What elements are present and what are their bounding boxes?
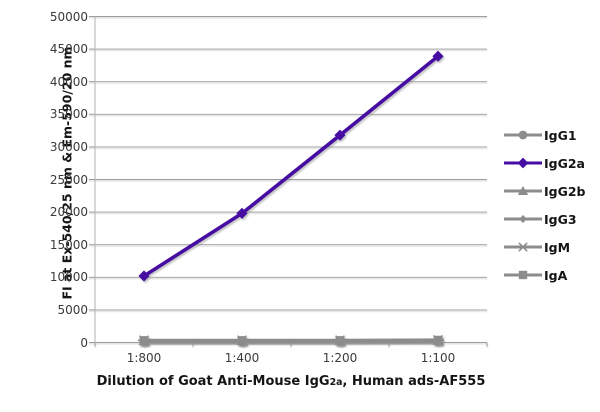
- y-tick-label: 50000: [49, 9, 88, 24]
- asterisk-marker-icon: [504, 242, 542, 252]
- x-tick-label: 1:800: [126, 351, 162, 365]
- legend-item-IgG1: IgG1: [503, 121, 586, 149]
- diamond-marker-icon: [504, 157, 542, 169]
- y-tick-label: 45000: [49, 42, 88, 57]
- square-marker-icon: [504, 270, 542, 280]
- chart-legend: IgG1 IgG2a IgG2b IgG3 IgM IgA: [503, 121, 586, 289]
- y-tick-label: 20000: [49, 205, 88, 220]
- x-axis-title-subscript: 2a: [329, 377, 343, 388]
- x-axis-title-text: Dilution of Goat Anti-Mouse IgG: [96, 374, 330, 389]
- legend-item-IgA: IgA: [503, 261, 586, 289]
- legend-item-IgG2b: IgG2b: [503, 177, 586, 205]
- y-tick-label: 35000: [49, 107, 88, 122]
- x-axis-title: Dilution of Goat Anti-Mouse IgG2a, Human…: [85, 374, 497, 389]
- y-tick-label: 30000: [49, 139, 88, 154]
- series-IgG2a: [138, 50, 444, 282]
- x-tick-label: 1:400: [224, 351, 260, 365]
- legend-label: IgG3: [544, 211, 577, 227]
- series-IgA: [139, 335, 443, 345]
- legend-label: IgG2b: [544, 183, 586, 199]
- diamond-small-marker-icon: [504, 215, 542, 223]
- y-tick-label: 40000: [49, 74, 88, 89]
- circle-marker-icon: [504, 130, 542, 140]
- legend-label: IgA: [544, 267, 568, 283]
- x-tick-label: 1:200: [322, 351, 358, 365]
- triangle-marker-icon: [504, 186, 542, 195]
- legend-label: IgG1: [544, 127, 577, 143]
- x-tick-label: 1:100: [420, 351, 456, 365]
- x-axis-title-suffix: , Human ads-AF555: [342, 374, 486, 389]
- y-tick-label: 5000: [57, 302, 88, 317]
- y-tick-label: 0: [80, 335, 88, 350]
- legend-item-IgG2a: IgG2a: [503, 149, 586, 177]
- y-tick-label: 15000: [49, 237, 88, 252]
- gridlines: [89, 16, 488, 347]
- y-tick-label: 10000: [49, 270, 88, 285]
- y-tick-label: 25000: [49, 172, 88, 187]
- legend-item-IgM: IgM: [503, 233, 586, 261]
- legend-label: IgM: [544, 239, 571, 255]
- legend-label: IgG2a: [544, 155, 585, 171]
- legend-item-IgG3: IgG3: [503, 205, 586, 233]
